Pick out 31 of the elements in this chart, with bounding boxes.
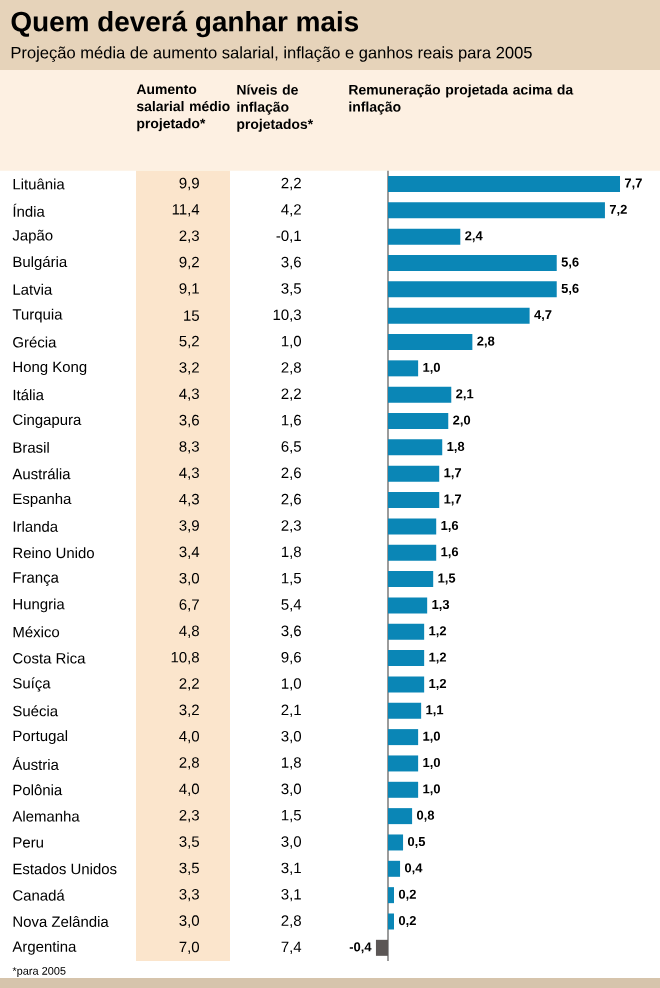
text: Quem deverá ganhar mais (11, 10, 359, 38)
bar (388, 913, 395, 930)
bar (388, 834, 404, 851)
bar (388, 413, 449, 430)
bar (388, 676, 425, 693)
bar (388, 281, 557, 298)
bar (388, 729, 419, 746)
bar (388, 386, 452, 403)
bar (388, 228, 461, 245)
bar (388, 544, 437, 561)
bar (388, 439, 443, 456)
bar (388, 307, 530, 324)
bar (388, 465, 440, 482)
bar (388, 254, 557, 271)
bar (388, 597, 428, 614)
bar (388, 175, 621, 192)
bar (388, 623, 425, 640)
bar (388, 571, 434, 588)
bar (388, 334, 473, 351)
bar (388, 702, 422, 719)
bar (388, 492, 440, 509)
bar (388, 360, 419, 377)
bar (388, 518, 437, 535)
bar (388, 202, 605, 219)
bar (388, 755, 419, 772)
bar (388, 887, 395, 904)
bar (388, 808, 413, 825)
text: Projeção média de aumento salarial, inflação e ganhos reais para 2005 (11, 46, 532, 62)
bar (388, 860, 401, 877)
bar (388, 650, 425, 667)
bar (388, 781, 419, 798)
